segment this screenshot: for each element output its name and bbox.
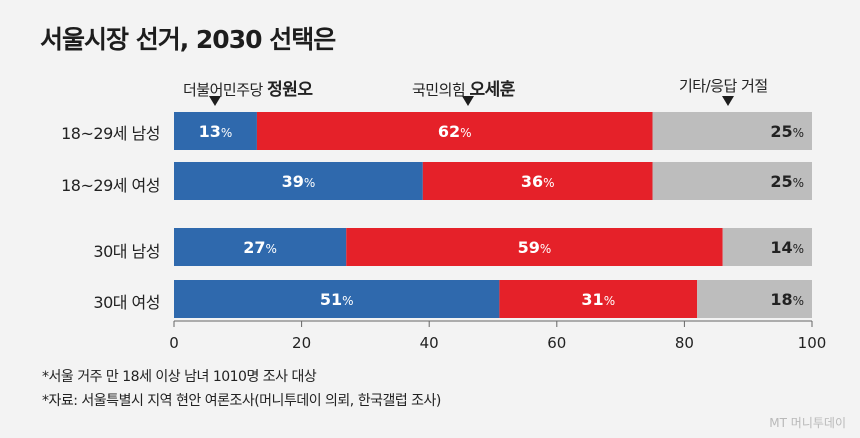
x-tick-label: 100 (798, 334, 827, 352)
bar-segment (174, 228, 347, 266)
x-tick-label: 20 (292, 334, 311, 352)
legend-democratic-name: 정원오 (267, 80, 313, 100)
x-tick-label: 0 (169, 334, 179, 352)
x-tick-label: 80 (675, 334, 694, 352)
bar-segment (174, 162, 423, 200)
legend-other-marker (722, 96, 734, 106)
x-tick-label: 40 (420, 334, 439, 352)
legend-ppp-name: 오세훈 (469, 80, 515, 100)
bar-segment (722, 228, 812, 266)
bar-segment (174, 112, 257, 150)
legend-democratic-marker (209, 96, 221, 106)
legend-ppp-party: 국민의힘 (412, 81, 466, 99)
bar-segment (174, 280, 500, 318)
bar-segment (499, 280, 698, 318)
data-label: 59% (518, 238, 552, 257)
row-label: 18~29세 남성 (61, 124, 160, 143)
x-tick-label: 60 (547, 334, 566, 352)
bar-segment (652, 112, 812, 150)
bar-segment (422, 162, 653, 200)
data-label: 25% (770, 122, 804, 141)
data-label: 18% (770, 290, 804, 309)
row-label: 30대 여성 (93, 293, 160, 312)
legend-democratic-party: 더불어민주당 (183, 81, 263, 99)
data-label: 31% (581, 290, 615, 309)
row-label: 30대 남성 (93, 242, 160, 261)
legend-other: 기타/응답 거절 (679, 75, 768, 96)
footnote-source: *자료: 서울특별시 지역 현안 여론조사(머니투데이 의뢰, 한국갤럽 조사) (42, 393, 441, 409)
legend-ppp: 국민의힘 오세훈 (412, 75, 515, 100)
data-label: 25% (770, 172, 804, 191)
data-label: 14% (770, 238, 804, 257)
data-label: 27% (243, 238, 277, 257)
data-label: 36% (521, 172, 555, 191)
data-label: 62% (438, 122, 472, 141)
legend-democratic: 더불어민주당 정원오 (183, 75, 313, 100)
legend-ppp-marker (462, 96, 474, 106)
legend-other-label: 기타/응답 거절 (679, 77, 768, 95)
data-label: 51% (320, 290, 354, 309)
footnote-sample: *서울 거주 만 18세 이상 남녀 1010명 조사 대상 (42, 369, 317, 385)
bar-segment (256, 112, 653, 150)
publisher-watermark: MT 머니투데이 (769, 416, 846, 430)
row-label: 18~29세 여성 (61, 176, 160, 195)
chart-title: 서울시장 선거, 2030 선택은 (40, 25, 336, 54)
data-label: 13% (199, 122, 233, 141)
bar-segment (697, 280, 812, 318)
bar-segment (652, 162, 812, 200)
bar-segment (346, 228, 723, 266)
data-label: 39% (282, 172, 316, 191)
